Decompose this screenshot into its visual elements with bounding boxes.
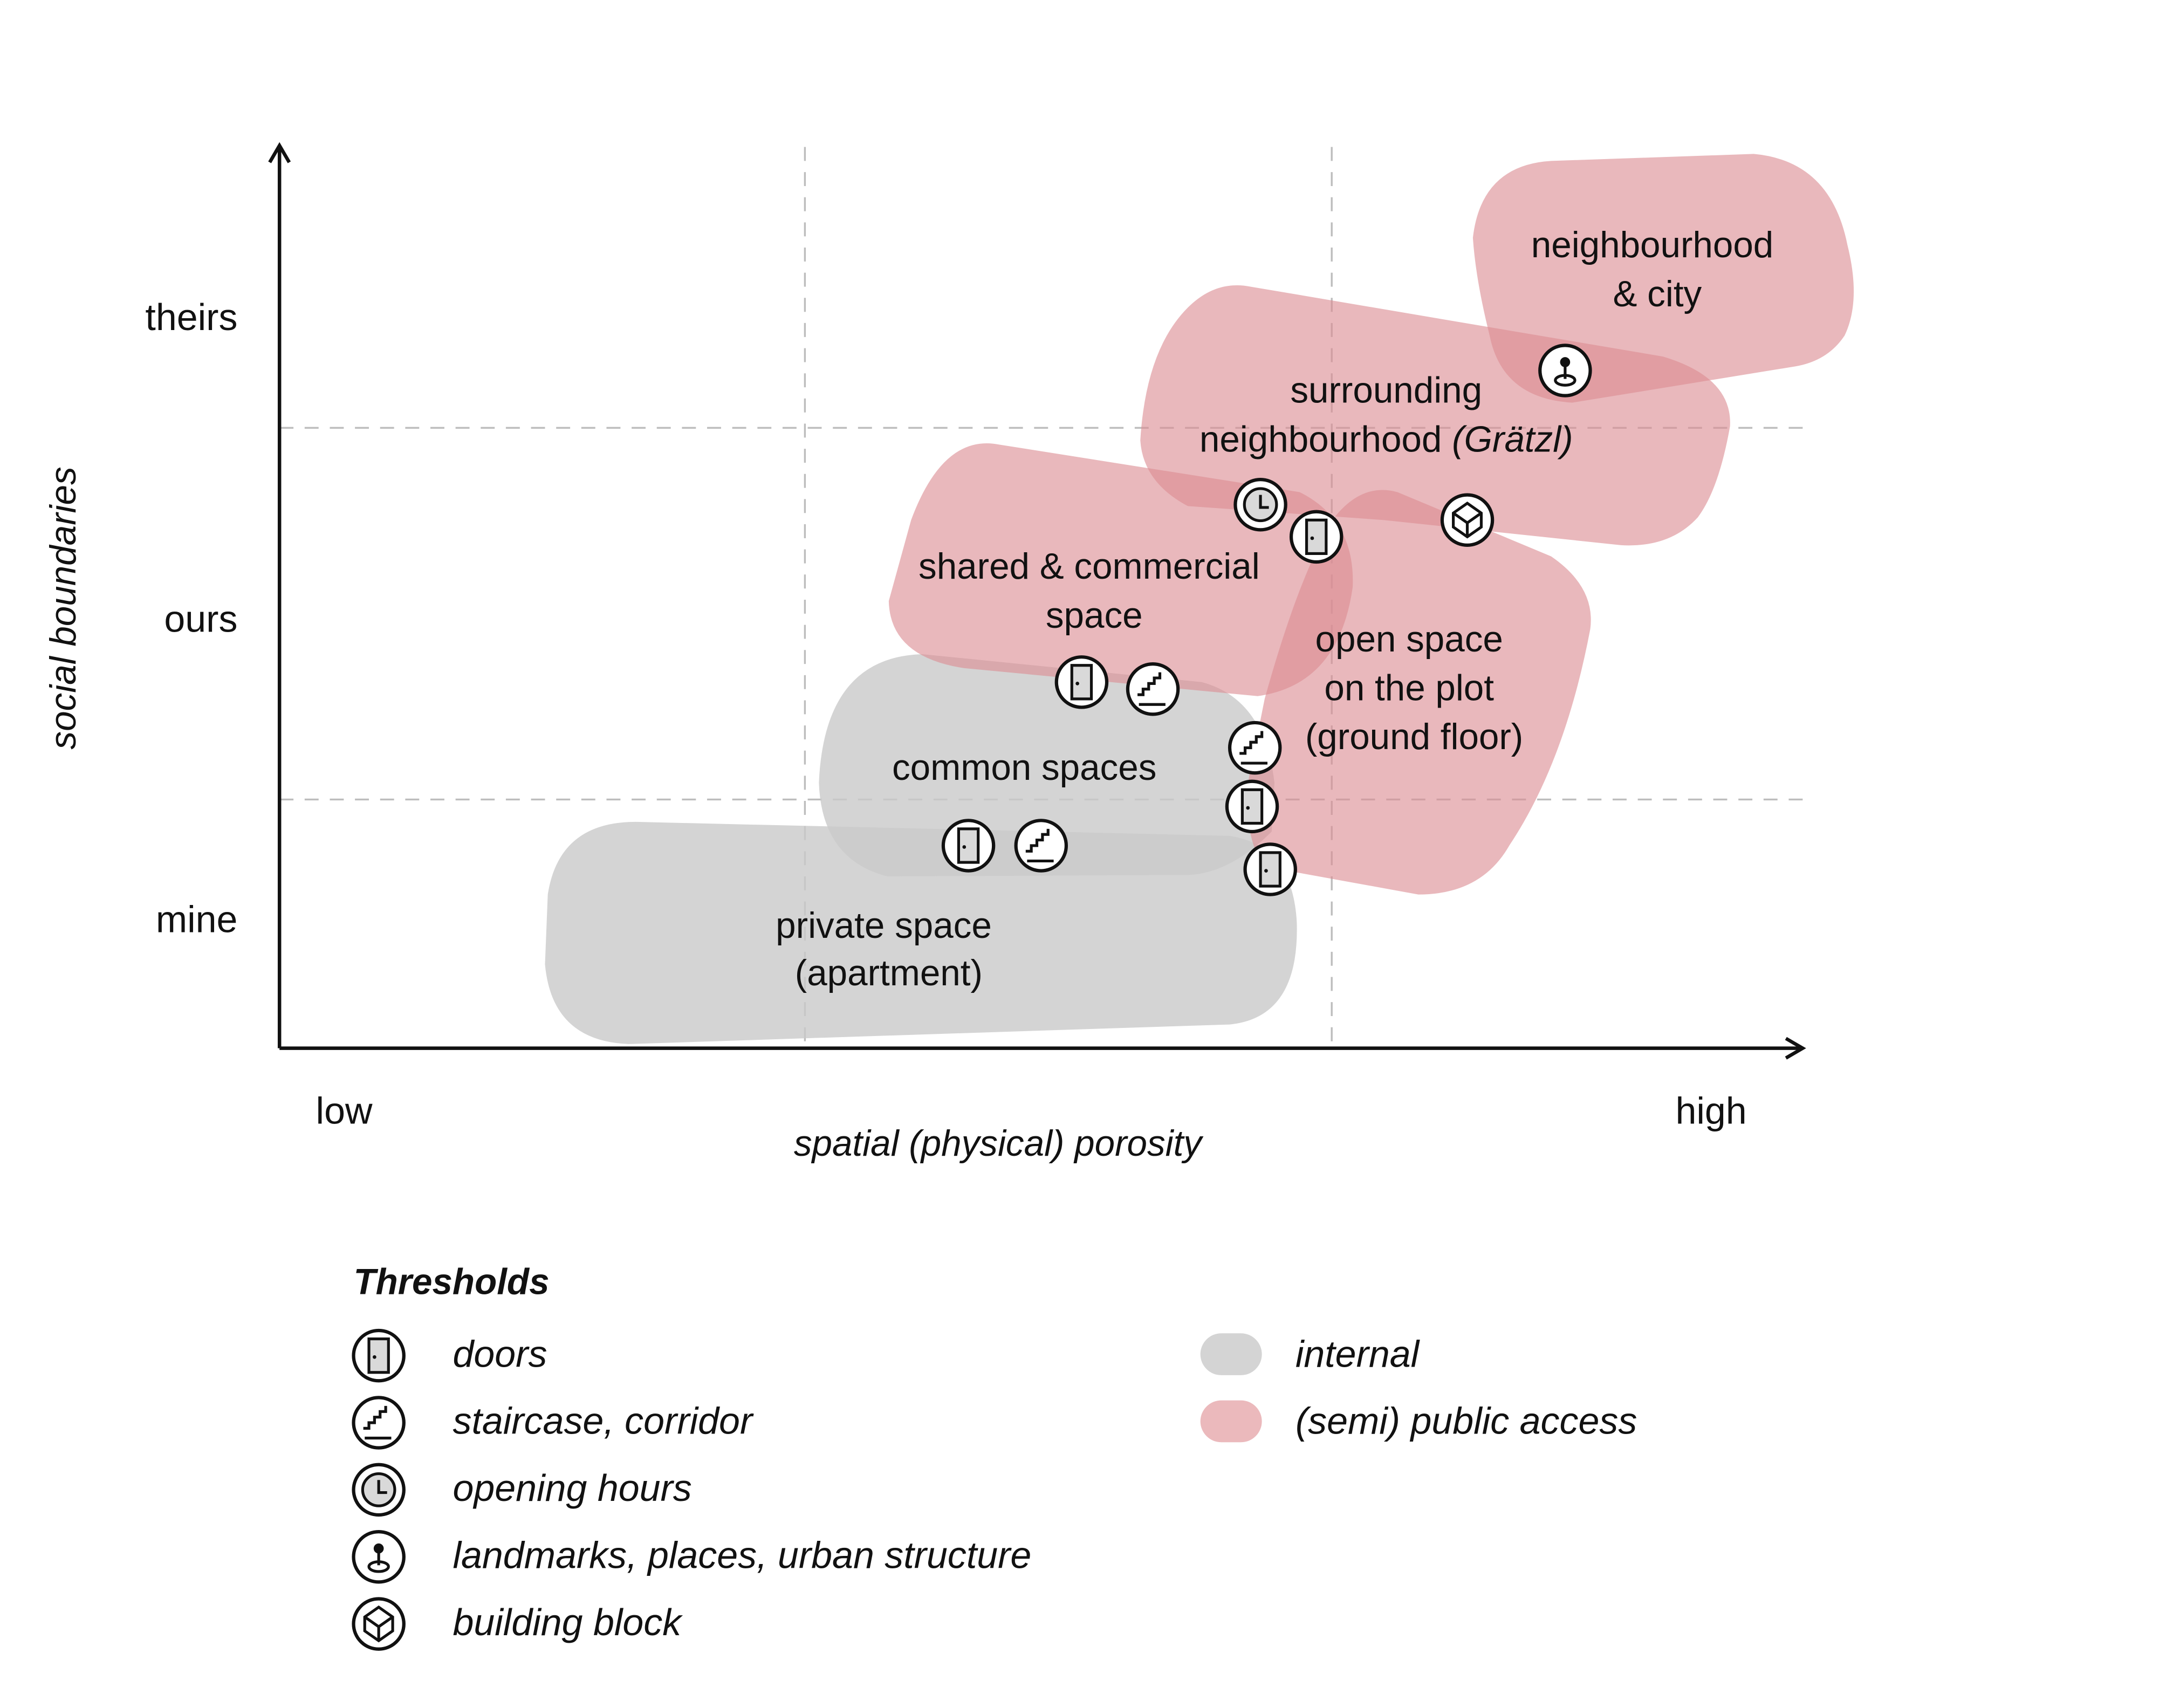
x-axis-arrow — [1785, 1037, 1806, 1060]
label-line: private space — [776, 906, 992, 946]
swatch-internal — [1200, 1333, 1262, 1375]
legend-item-staircase: staircase, corridor — [354, 1397, 754, 1448]
label-line: on the plot — [1324, 668, 1494, 708]
label-neighbourhood-city: neighbourhood & city — [1531, 225, 1784, 314]
legend-item-building-block: building block — [354, 1599, 683, 1649]
staircase-icon — [1016, 820, 1066, 870]
label-line: (apartment) — [795, 953, 983, 993]
y-tick-mine: mine — [156, 898, 238, 941]
legend-item-opening-hours: opening hours — [354, 1465, 692, 1515]
clock-icon — [1235, 479, 1285, 530]
y-axis-title: social boundaries — [43, 467, 84, 749]
clock-icon — [354, 1465, 404, 1515]
staircase-icon — [1230, 723, 1280, 773]
legend-heading: Thresholds — [354, 1262, 550, 1302]
axes — [268, 142, 1806, 1060]
legend-item-landmarks: landmarks, places, urban structure — [354, 1532, 1031, 1582]
region-neighbourhood-city — [1472, 154, 1854, 403]
door-icon — [1291, 512, 1341, 562]
label-line: open space — [1315, 619, 1503, 660]
label-common-spaces: common spaces — [892, 747, 1156, 788]
label-open-space: open space on the plot (ground floor) — [1305, 619, 1523, 757]
label-line: (ground floor) — [1305, 717, 1523, 757]
x-axis-title: spatial (physical) porosity — [794, 1123, 1204, 1164]
legend-item-public: (semi) public access — [1200, 1400, 1637, 1443]
swatch-public — [1200, 1400, 1262, 1443]
label-line: common spaces — [892, 747, 1156, 788]
staircase-icon — [354, 1397, 404, 1448]
y-tick-ours: ours — [164, 598, 237, 640]
y-tick-theirs: theirs — [145, 296, 237, 338]
label-line: neighbourhood — [1531, 225, 1773, 265]
staircase-icon — [1128, 664, 1178, 714]
door-icon — [354, 1330, 404, 1381]
region-private-space — [545, 821, 1297, 1044]
label-private-space: private space (apartment) — [776, 906, 1002, 993]
landmark-pin-icon — [354, 1532, 404, 1582]
building-block-icon — [354, 1599, 404, 1649]
legend-label: building block — [453, 1601, 683, 1643]
door-icon — [1227, 781, 1277, 832]
y-axis-arrow — [268, 142, 291, 163]
label-line: space — [1046, 595, 1143, 636]
legend: Thresholds doors staircase, corridor ope… — [354, 1262, 1637, 1649]
label-line: neighbourhood — [1199, 419, 1452, 459]
label-line: surrounding — [1290, 371, 1482, 411]
label-line: shared & commercial — [919, 546, 1260, 587]
region-open-space — [1247, 490, 1591, 895]
legend-label: (semi) public access — [1296, 1400, 1637, 1442]
door-icon — [943, 820, 993, 870]
landmark-pin-icon — [1540, 345, 1590, 395]
legend-label: staircase, corridor — [453, 1400, 753, 1442]
legend-item-internal: internal — [1200, 1333, 1421, 1375]
legend-label: doors — [453, 1333, 547, 1375]
door-icon — [1245, 844, 1296, 894]
label-line-italic: (Grätzl) — [1452, 419, 1573, 459]
door-icon — [1057, 657, 1107, 707]
x-tick-low: low — [316, 1090, 373, 1132]
legend-label: opening hours — [453, 1467, 691, 1509]
label-surrounding-neighbourhood-line2: neighbourhood (Grätzl) — [1199, 419, 1573, 459]
legend-label: internal — [1296, 1333, 1421, 1375]
x-tick-high: high — [1675, 1090, 1746, 1132]
label-line: & city — [1613, 274, 1702, 314]
building-block-icon — [1442, 495, 1492, 545]
legend-item-doors: doors — [354, 1330, 547, 1381]
label-surrounding-neighbourhood: surrounding — [1290, 371, 1482, 411]
label-shared-commercial: shared & commercial space — [919, 546, 1270, 636]
legend-label: landmarks, places, urban structure — [453, 1534, 1031, 1576]
